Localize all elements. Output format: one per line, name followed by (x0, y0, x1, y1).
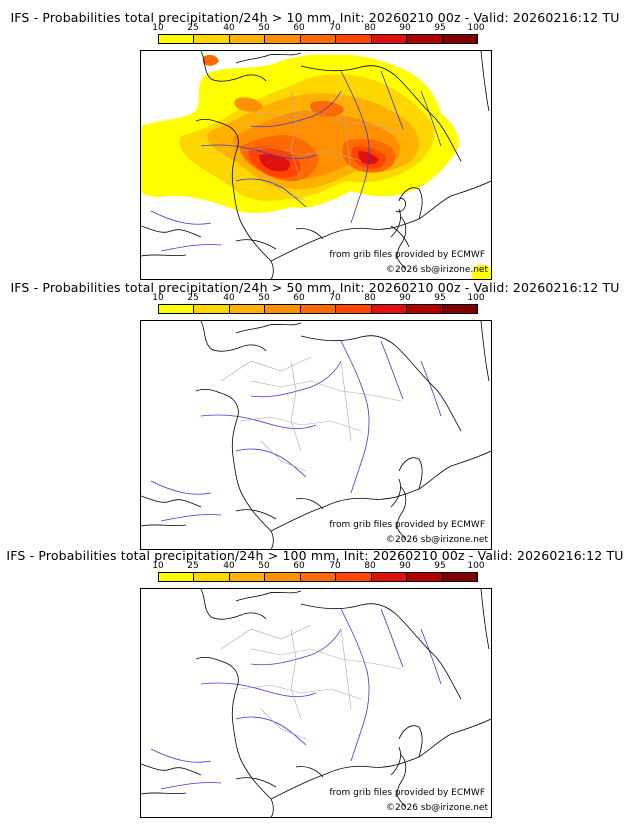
map-frame: from grib files provided by ECMWF ©2026 … (140, 588, 492, 818)
tick-label: 90 (399, 561, 411, 571)
tick-label: 60 (293, 561, 305, 571)
tick-label: 50 (258, 293, 270, 303)
tick-label: 10 (152, 23, 164, 33)
tick-label: 90 (399, 293, 411, 303)
map-frame: from grib files provided by ECMWF ©2026 … (140, 50, 492, 280)
colorbar-swatch (265, 305, 301, 313)
tick-label: 100 (467, 561, 485, 571)
map-panel-10mm: IFS - Probabilities total precipitation/… (0, 10, 630, 280)
colorbar-swatch (265, 573, 301, 581)
colorbar-swatch (194, 573, 230, 581)
france-map (141, 589, 491, 817)
tick-label: 80 (364, 23, 376, 33)
tick-label: 70 (329, 23, 341, 33)
rivers (150, 340, 442, 522)
colorbar-swatch (336, 573, 372, 581)
panel-title: IFS - Probabilities total precipitation/… (10, 10, 620, 25)
tick-label: 95 (434, 23, 446, 33)
map-panel-50mm: IFS - Probabilities total precipitation/… (0, 280, 630, 550)
tick-label: 50 (258, 561, 270, 571)
tick-label: 90 (399, 23, 411, 33)
coastlines (141, 589, 491, 817)
colorbar-swatch (159, 305, 195, 313)
tick-label: 25 (187, 293, 199, 303)
panel-title: IFS - Probabilities total precipitation/… (10, 280, 620, 295)
colorbar-swatch (300, 573, 337, 581)
colorbar-swatch (336, 35, 372, 43)
france-map (141, 51, 491, 279)
admin-borders (220, 624, 402, 740)
tick-label: 40 (223, 293, 235, 303)
colorbar-swatch (371, 35, 408, 43)
tick-label: 70 (329, 561, 341, 571)
colorbar-swatch (442, 573, 477, 581)
colorbar-swatch (407, 35, 443, 43)
credit-copyright: ©2026 sb@irizone.net (386, 803, 488, 813)
credit-source: from grib files provided by ECMWF (329, 788, 485, 798)
colorbar-swatch (159, 573, 195, 581)
colorbar-swatch (265, 35, 301, 43)
tick-label: 25 (187, 561, 199, 571)
colorbar-swatch (442, 35, 477, 43)
coastlines (141, 321, 491, 549)
colorbar-swatch (229, 573, 266, 581)
tick-label: 80 (364, 561, 376, 571)
tick-label: 60 (293, 23, 305, 33)
map-frame: from grib files provided by ECMWF ©2026 … (140, 320, 492, 550)
tick-label: 100 (467, 23, 485, 33)
precip-probability-field (141, 54, 491, 279)
france-map (141, 321, 491, 549)
tick-label: 10 (152, 293, 164, 303)
colorbar-swatch (407, 305, 443, 313)
panel-title: IFS - Probabilities total precipitation/… (6, 548, 624, 563)
credit-copyright: ©2026 sb@irizone.net (386, 265, 488, 275)
colorbar-swatch (194, 305, 230, 313)
colorbar-swatch (371, 573, 408, 581)
credit-source: from grib files provided by ECMWF (329, 250, 485, 260)
tick-label: 50 (258, 23, 270, 33)
colorbar-ticks: 10 25 40 50 60 70 80 90 95 100 (140, 561, 490, 572)
colorbar-swatch (229, 35, 266, 43)
tick-label: 10 (152, 561, 164, 571)
map-panel-100mm: IFS - Probabilities total precipitation/… (0, 548, 630, 818)
tick-label: 70 (329, 293, 341, 303)
tick-label: 80 (364, 293, 376, 303)
tick-label: 100 (467, 293, 485, 303)
colorbar-swatch (194, 35, 230, 43)
colorbar (158, 34, 478, 44)
colorbar-swatch (300, 305, 337, 313)
colorbar (158, 572, 478, 582)
tick-label: 60 (293, 293, 305, 303)
coastlines (141, 51, 491, 279)
colorbar-swatch (300, 35, 337, 43)
colorbar-swatch (229, 305, 266, 313)
colorbar-swatch (371, 305, 408, 313)
credit-copyright: ©2026 sb@irizone.net (386, 535, 488, 545)
rivers (150, 70, 442, 252)
admin-borders (220, 356, 402, 472)
rivers (150, 608, 442, 790)
tick-label: 40 (223, 23, 235, 33)
colorbar-swatch (336, 305, 372, 313)
admin-borders (240, 90, 402, 202)
colorbar-ticks: 10 25 40 50 60 70 80 90 95 100 (140, 293, 490, 304)
credit-source: from grib files provided by ECMWF (329, 520, 485, 530)
tick-label: 40 (223, 561, 235, 571)
colorbar-ticks: 10 25 40 50 60 70 80 90 95 100 (140, 23, 490, 34)
colorbar-swatch (442, 305, 477, 313)
colorbar-swatch (407, 573, 443, 581)
tick-label: 95 (434, 293, 446, 303)
colorbar (158, 304, 478, 314)
colorbar-swatch (159, 35, 195, 43)
tick-label: 95 (434, 561, 446, 571)
tick-label: 25 (187, 23, 199, 33)
